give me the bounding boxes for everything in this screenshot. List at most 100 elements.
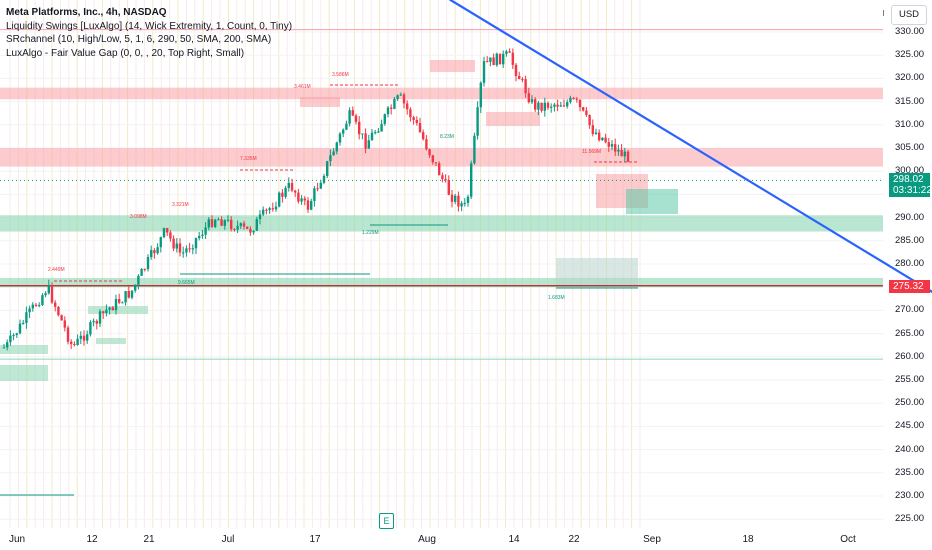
candle-body — [556, 104, 559, 107]
candle-body — [620, 149, 623, 157]
candle-body — [614, 144, 617, 152]
axis-separator — [883, 10, 884, 16]
price-tick-label: 240.00 — [895, 443, 925, 455]
support-zone — [0, 277, 883, 288]
price-tick-label: 310.00 — [895, 118, 925, 130]
time-tick-label: Aug — [418, 534, 436, 545]
fvg-box — [626, 189, 678, 214]
candle-body — [156, 247, 159, 254]
fvg-box — [88, 306, 148, 314]
resistance-zone — [0, 87, 883, 100]
volume-label: 1.683M — [548, 295, 565, 301]
candle-body — [543, 102, 546, 111]
candle-body — [514, 64, 518, 76]
candle-body — [294, 190, 297, 193]
candle-body — [572, 97, 575, 99]
candle-body — [604, 137, 607, 143]
candle-body — [300, 198, 303, 202]
candle-body — [28, 308, 31, 313]
candle-body — [230, 219, 233, 230]
candle-body — [370, 132, 374, 141]
candle-body — [591, 125, 594, 135]
candle-body — [111, 307, 114, 311]
price-tick-label: 320.00 — [895, 72, 925, 84]
candle-body — [242, 223, 246, 227]
candle-body — [50, 285, 54, 303]
candle-body — [79, 335, 82, 339]
candle-body — [18, 323, 22, 334]
fvg-boxes — [0, 60, 678, 381]
candle-body — [146, 257, 150, 270]
candle-body — [527, 93, 530, 103]
candle-body — [287, 182, 290, 188]
candle-body — [134, 284, 137, 291]
candle-body — [204, 227, 207, 235]
bar-countdown: 03:31:22 — [893, 185, 932, 196]
candle-body — [284, 187, 287, 197]
price-tick-label: 255.00 — [895, 374, 925, 385]
candle-body — [22, 322, 25, 324]
volume-label: 3.586M — [332, 72, 349, 78]
candle-body — [226, 219, 230, 221]
candle-body — [140, 268, 143, 276]
candle-body — [444, 179, 447, 181]
candle-body — [246, 226, 249, 229]
candle-body — [508, 51, 511, 53]
indicator-srchannel[interactable]: SRchannel (10, High/Low, 5, 1, 6, 290, 5… — [6, 34, 272, 45]
candle-body — [143, 268, 146, 270]
candle-body — [233, 229, 236, 231]
candle-body — [412, 117, 415, 120]
candle-body — [438, 163, 441, 176]
price-tick-label: 305.00 — [895, 142, 925, 153]
trend-line — [449, 0, 932, 294]
time-tick-label: Jul — [221, 534, 235, 545]
indicator-liquidity-swings[interactable]: Liquidity Swings [LuxAlgo] (14, Wick Ext… — [6, 20, 293, 32]
candle-body — [342, 129, 345, 134]
candle-body — [194, 238, 198, 249]
candle-body — [409, 109, 412, 118]
candle-body — [172, 238, 175, 249]
candle-body — [367, 140, 370, 149]
time-tick-label: 22 — [568, 534, 580, 545]
candle-body — [345, 123, 348, 130]
candle-body — [498, 53, 502, 65]
last-price-tag: 298.02 03:31:22 — [889, 173, 932, 197]
earnings-icon[interactable]: E — [379, 513, 394, 529]
candle-body — [492, 57, 495, 66]
candle-body — [626, 151, 630, 162]
candle-body — [594, 132, 598, 135]
candle-body — [313, 188, 316, 202]
symbol-title[interactable]: Meta Platforms, Inc., 4h, NASDAQ — [6, 7, 167, 18]
candle-body — [274, 206, 278, 210]
candle-body — [102, 311, 105, 313]
candle-body — [393, 99, 396, 109]
candle-body — [486, 61, 489, 63]
price-tick-label: 230.00 — [895, 490, 925, 501]
candle-body — [6, 342, 9, 348]
candle-body — [511, 52, 514, 65]
candle-body — [524, 79, 527, 94]
candle-body — [76, 338, 79, 346]
price-tick-label: 315.00 — [895, 95, 925, 107]
candle-body — [44, 293, 47, 296]
currency-button[interactable]: USD — [891, 5, 927, 25]
candle-body — [441, 175, 444, 180]
candle-body — [454, 195, 457, 202]
fvg-box — [96, 338, 126, 344]
fvg-box — [430, 60, 475, 72]
volume-label: 2.449M — [48, 267, 65, 273]
candle-body — [249, 228, 252, 233]
candle-body — [476, 107, 479, 136]
time-tick-label: Oct — [840, 534, 856, 545]
candle-body — [390, 107, 393, 109]
candle-body — [479, 82, 482, 108]
indicator-fair-value-gap[interactable]: LuxAlgo - Fair Value Gap (0, 0, , 20, To… — [6, 47, 245, 59]
candle-body — [38, 305, 41, 307]
candle-body — [383, 114, 386, 124]
price-tick-label: 285.00 — [895, 234, 925, 246]
price-tick-label: 250.00 — [895, 397, 925, 409]
candle-body — [303, 198, 306, 201]
candle-body — [297, 192, 300, 202]
